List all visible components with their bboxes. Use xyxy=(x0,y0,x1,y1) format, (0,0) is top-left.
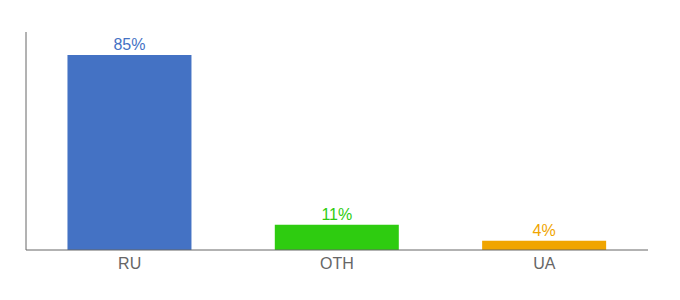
svg-text:11%: 11% xyxy=(321,206,352,223)
svg-text:85%: 85% xyxy=(113,36,145,53)
svg-text:OTH: OTH xyxy=(320,255,354,272)
svg-text:RU: RU xyxy=(118,255,141,272)
svg-text:4%: 4% xyxy=(533,222,556,239)
svg-text:UA: UA xyxy=(533,255,556,272)
